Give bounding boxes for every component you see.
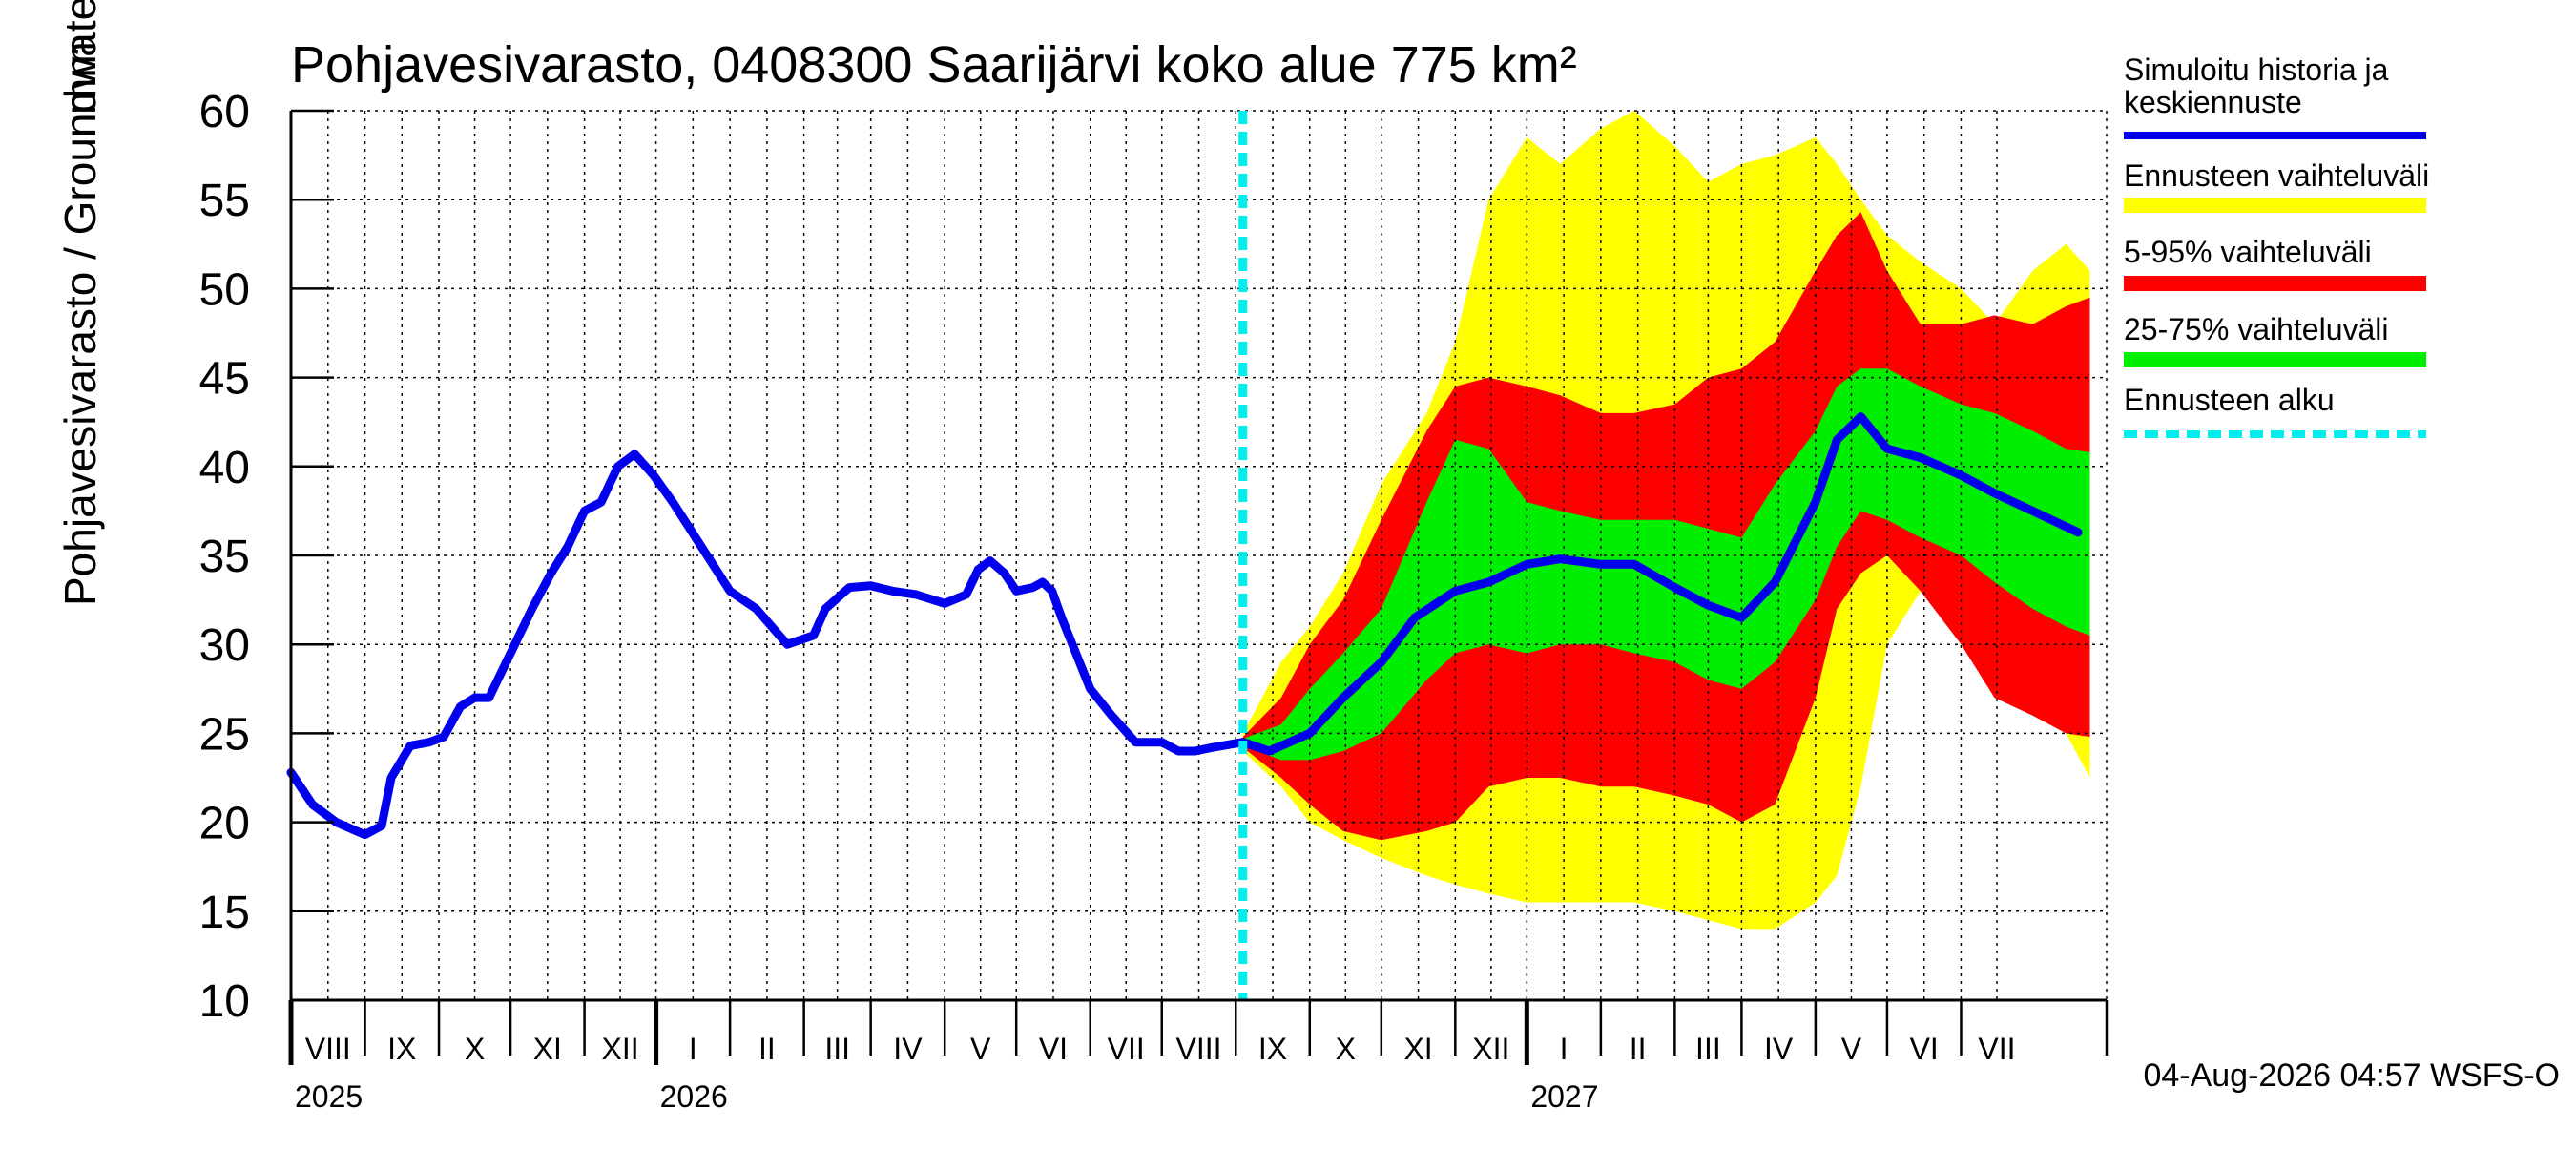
x-tick-label: V xyxy=(970,1032,991,1066)
x-tick-label: VII xyxy=(1978,1032,2015,1066)
band-3 xyxy=(1242,368,2090,761)
x-tick-label: XII xyxy=(1472,1032,1509,1066)
x-tick-label: II xyxy=(1630,1032,1647,1066)
legend-label: Simuloitu historia ja xyxy=(2124,52,2389,87)
y-tick-label: 55 xyxy=(199,176,250,226)
y-axis-ticks: 10 15 20 25 30 35 40 45 50 55 60 xyxy=(199,87,334,1027)
x-tick-label: X xyxy=(465,1032,485,1066)
x-tick-label: IV xyxy=(1764,1032,1794,1066)
legend-swatch xyxy=(2124,276,2426,291)
x-year-label: 2025 xyxy=(295,1079,363,1114)
y-tick-label: 45 xyxy=(199,354,250,405)
timestamp: 04-Aug-2026 04:57 WSFS-O xyxy=(2143,1057,2560,1094)
legend-label: keskiennuste xyxy=(2124,85,2302,119)
y-tick-label: 20 xyxy=(199,799,250,849)
x-tick-label: VIII xyxy=(305,1032,351,1066)
y-tick-label: 40 xyxy=(199,443,250,493)
y-tick-label: 25 xyxy=(199,709,250,760)
x-tick-label: IX xyxy=(387,1032,416,1066)
x-tick-label: IV xyxy=(893,1032,923,1066)
x-tick-label: X xyxy=(1336,1032,1356,1066)
chart-title: Pohjavesivarasto, 0408300 Saarijärvi kok… xyxy=(291,36,1577,94)
grid xyxy=(291,110,2108,1000)
x-tick-label: II xyxy=(758,1032,776,1066)
legend-label: Ennusteen alku xyxy=(2124,383,2335,417)
y-axis-label: Pohjavesivarasto / Groundwater storage xyxy=(55,0,105,606)
x-tick-label: I xyxy=(1560,1032,1568,1066)
x-tick-label: IX xyxy=(1258,1032,1287,1066)
series-line-1 xyxy=(286,450,1248,840)
y-axis-unit: mm xyxy=(55,41,105,115)
x-tick-label: VI xyxy=(1910,1032,1939,1066)
forecast-bands xyxy=(1242,111,2090,930)
x-tick-label: XI xyxy=(1403,1032,1432,1066)
y-tick-label: 35 xyxy=(199,532,250,582)
x-tick-label: VI xyxy=(1039,1032,1068,1066)
legend-swatch xyxy=(2124,198,2426,213)
y-tick-label: 60 xyxy=(199,87,250,137)
x-tick-label: III xyxy=(1695,1032,1721,1066)
y-tick-label: 15 xyxy=(199,888,250,938)
x-tick-label: VIII xyxy=(1175,1032,1221,1066)
series-line-2 xyxy=(1238,412,2083,756)
legend-swatch xyxy=(2124,352,2426,367)
x-axis-ticks: VIII IX X XI XII I II III IV V VI VII VIII IX X XI XII I I… xyxy=(288,1000,2109,1114)
y-tick-label: 10 xyxy=(199,976,250,1027)
x-year-label: 2027 xyxy=(1530,1079,1598,1114)
series-lines xyxy=(286,412,2083,840)
y-tick-label: 50 xyxy=(199,264,250,315)
legend-label: 25-75% vaihteluväli xyxy=(2124,312,2389,346)
x-tick-label: I xyxy=(689,1032,697,1066)
x-tick-label: V xyxy=(1841,1032,1862,1066)
y-tick-label: 30 xyxy=(199,620,250,671)
x-year-label: 2026 xyxy=(660,1079,728,1114)
legend-label: 5-95% vaihteluväli xyxy=(2124,235,2372,269)
x-tick-label: III xyxy=(824,1032,850,1066)
x-tick-label: XII xyxy=(602,1032,639,1066)
x-tick-label: XI xyxy=(533,1032,562,1066)
x-tick-label: VII xyxy=(1108,1032,1145,1066)
legend-label: Ennusteen vaihteluväli xyxy=(2124,158,2429,193)
